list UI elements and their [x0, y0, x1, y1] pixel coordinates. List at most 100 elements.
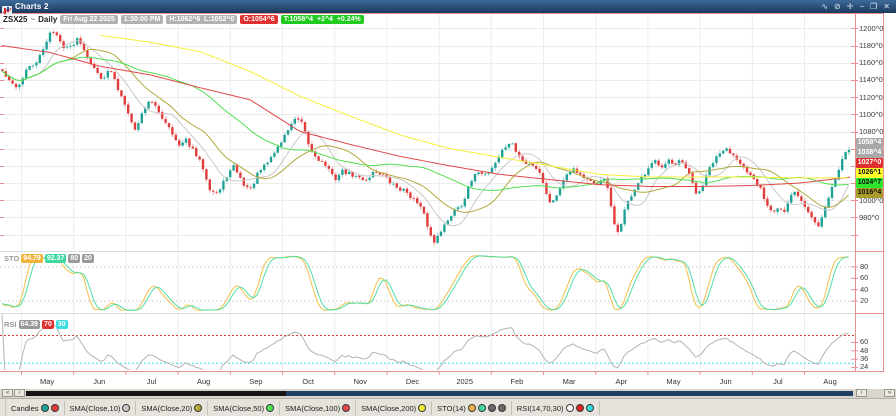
- legend-color-dot: [565, 404, 574, 412]
- symbol-label: ZSX25: [3, 15, 28, 24]
- legend-item-rsi-14-70-30-[interactable]: RSI(14,70,30): [512, 401, 600, 415]
- sto-header: STO 94.79 92.37 80 20: [4, 254, 94, 263]
- price-value-box-sma200: 1026^1: [856, 168, 883, 178]
- legend-item-sma-close-200-[interactable]: SMA(Close,200): [356, 401, 433, 415]
- price-value-box-sma20: 1016^4: [856, 188, 883, 198]
- sto-tick-label: 60: [860, 273, 869, 283]
- legend-item-sto-14-[interactable]: STO(14): [432, 401, 512, 415]
- price-tick-label: 1100^0: [859, 109, 883, 119]
- price-tick-label: 1120^0: [859, 92, 883, 102]
- time-axis-label: Nov: [353, 377, 367, 386]
- time-axis-label: Aug: [197, 377, 211, 386]
- price-value-box-last-trade: 1058^4: [856, 138, 883, 148]
- time-axis-label: Aug: [823, 377, 837, 386]
- legend-color-dot: [477, 404, 486, 412]
- legend-color-dot: [40, 404, 49, 412]
- legend-color-dot: [585, 404, 594, 412]
- rsi-tick-label: 36: [860, 354, 869, 364]
- legend-item-label: SMA(Close,10): [69, 403, 121, 413]
- price-tick-label: 1140^0: [859, 75, 883, 85]
- time-axis-label: Mar: [562, 377, 576, 386]
- bar-last: T:1058^4 +2^4 +0.24%: [280, 15, 364, 24]
- time-axis-label: Sep: [249, 377, 263, 386]
- sto-value-badge: 94.79: [21, 254, 43, 263]
- rsi-value-badge: 64.39: [18, 320, 41, 329]
- move-icon[interactable]: ✛: [846, 1, 854, 11]
- symbol-separator: ~: [30, 15, 36, 24]
- time-axis-label: Jun: [93, 377, 106, 386]
- legend-item-candles[interactable]: Candles: [6, 401, 65, 415]
- price-value-box-sma10: 1038^4: [856, 148, 883, 158]
- rsi-tick-label: 24: [860, 362, 869, 372]
- price-value-box-sma50: 1024^7: [856, 178, 883, 188]
- price-tick-label: 1180^0: [859, 41, 883, 51]
- window-title: Charts 2: [15, 2, 49, 11]
- legend-item-sma-close-50-[interactable]: SMA(Close,50): [208, 401, 281, 415]
- sto-value-badge: 92.37: [44, 254, 67, 263]
- sto-tick-label: 80: [860, 261, 869, 271]
- legend-item-sma-close-100-[interactable]: SMA(Close,100): [280, 401, 357, 415]
- time-axis-label: Feb: [510, 377, 524, 386]
- bar-open: O:1054^6: [240, 15, 278, 24]
- sto-label: STO: [4, 254, 20, 263]
- curve-icon[interactable]: ∿: [821, 1, 829, 11]
- legend-item-label: SMA(Close,200): [361, 403, 417, 413]
- period-label[interactable]: Daily: [38, 15, 58, 24]
- scrollbar-thumb[interactable]: [286, 391, 853, 396]
- time-axis-label: May: [40, 377, 55, 386]
- minimize-button[interactable]: −: [859, 1, 865, 11]
- rsi-value-badge: 70: [42, 320, 54, 329]
- legend-item-label: RSI(14,70,30): [516, 403, 564, 413]
- legend-color-dot: [487, 404, 496, 412]
- close-button[interactable]: ✕: [883, 1, 890, 11]
- legend-color-dot: [342, 404, 351, 412]
- rsi-label: RSI: [4, 320, 17, 329]
- rsi-header: RSI 64.39 70 30: [4, 320, 68, 329]
- restore-button[interactable]: ❐: [870, 1, 878, 11]
- legend-color-dot: [418, 404, 427, 412]
- legend-color-dot: [467, 404, 476, 412]
- bar-time: 1:30:00 PM: [120, 15, 164, 24]
- price-tick-label: 1160^0: [859, 58, 883, 68]
- scrollbar-track[interactable]: [26, 391, 286, 396]
- time-scrollbar[interactable]: « ‹ › »: [0, 389, 896, 398]
- legend-item-label: SMA(Close,20): [141, 403, 193, 413]
- window-titlebar[interactable]: Charts 2 ∿ ⊘ ✛ − ❐ ✕: [0, 0, 896, 15]
- time-axis-label: Dec: [405, 377, 420, 386]
- rsi-tick-label: 48: [860, 345, 869, 355]
- pin-icon[interactable]: ⊘: [834, 1, 841, 11]
- legend-grip[interactable]: [0, 401, 6, 415]
- legend-item-label: STO(14): [437, 403, 466, 413]
- time-axis-label: Jul: [146, 377, 157, 386]
- price-tick-label: 1200^0: [859, 23, 884, 33]
- indicator-legend-bar: Candles SMA(Close,10) SMA(Close,20) SMA(Clo…: [0, 398, 896, 416]
- price-value-box-sma100: 1027^0: [856, 158, 883, 168]
- rsi-tick-label: 60: [860, 337, 869, 347]
- sto-tick-label: 40: [860, 284, 869, 294]
- rsi-value-badge: 30: [55, 320, 68, 329]
- legend-color-dot: [497, 404, 506, 412]
- bar-date: Fri Aug 22 2025: [60, 15, 118, 24]
- time-axis-label: May: [666, 377, 681, 386]
- sto-values: 94.79 92.37 80 20: [21, 254, 94, 263]
- legend-item-label: SMA(Close,100): [285, 403, 341, 413]
- time-axis-label: Apr: [615, 377, 628, 386]
- scroll-far-right-button[interactable]: »: [884, 389, 895, 397]
- legend-color-dot: [50, 404, 59, 412]
- legend-color-dot: [122, 404, 131, 412]
- scroll-right-button[interactable]: ›: [856, 389, 867, 397]
- time-axis-label: Oct: [302, 377, 314, 386]
- legend-item-label: SMA(Close,50): [213, 403, 265, 413]
- legend-item-sma-close-20-[interactable]: SMA(Close,20): [136, 401, 209, 415]
- scroll-far-left-button[interactable]: «: [2, 389, 13, 397]
- legend-color-dot: [194, 404, 203, 412]
- sto-tick-label: 20: [860, 296, 869, 306]
- price-tick-label: 980^0: [859, 212, 880, 222]
- legend-item-label: Candles: [11, 403, 39, 413]
- legend-item-sma-close-10-[interactable]: SMA(Close,10): [65, 401, 137, 415]
- scroll-left-button[interactable]: ‹: [14, 389, 25, 397]
- sto-value-badge: 80: [68, 254, 81, 263]
- price-tick-label: 1080^0: [859, 127, 884, 136]
